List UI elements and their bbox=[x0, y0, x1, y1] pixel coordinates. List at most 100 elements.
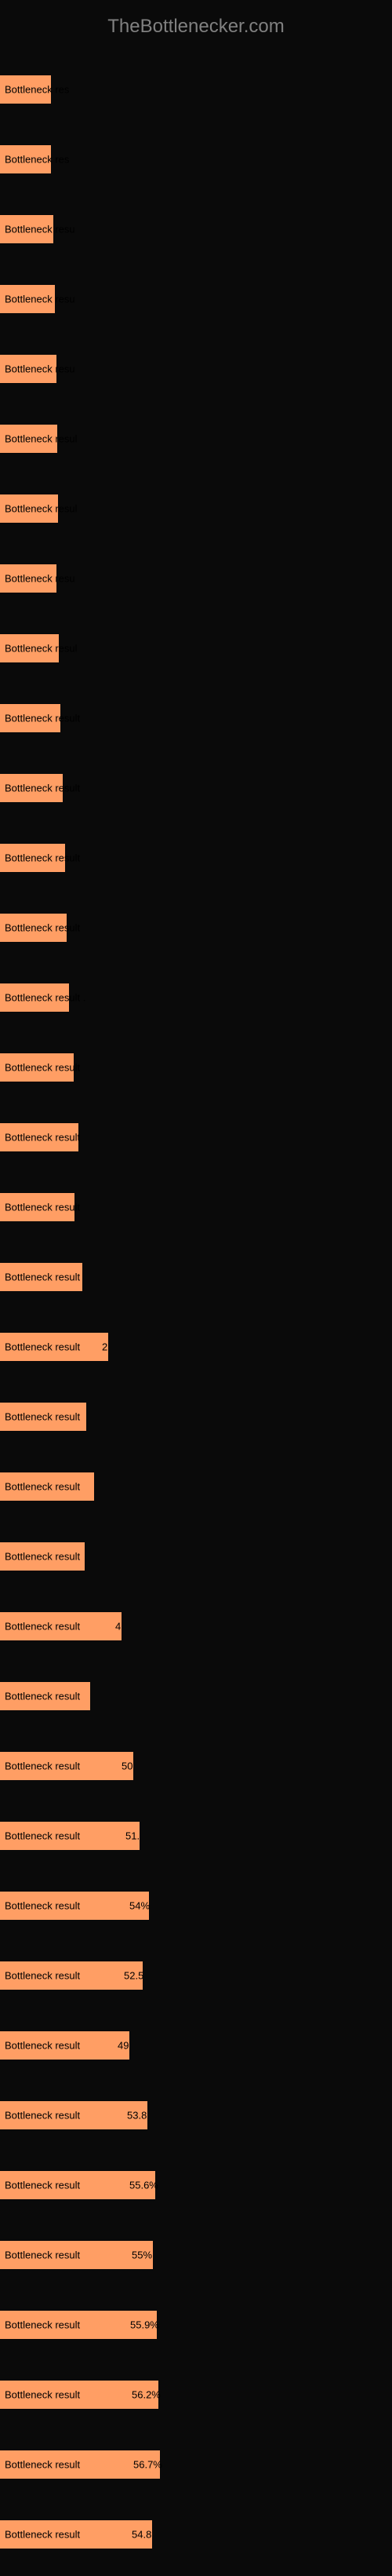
bar-row: Bottleneck result 56.7% bbox=[0, 2428, 392, 2497]
bar-row: Bottleneck resu bbox=[0, 193, 392, 261]
bar-row: Bottleneck resu bbox=[0, 333, 392, 401]
bottleneck-bar: Bottleneck result 51. bbox=[0, 1822, 140, 1850]
bar-label: Bottleneck result bbox=[5, 1761, 80, 1772]
bottleneck-bar: Bottleneck result 55.6% bbox=[0, 2171, 155, 2199]
percent-label: 49 bbox=[118, 2040, 129, 2052]
bar-row: Bottleneck result54.8 bbox=[0, 2498, 392, 2567]
bar-row: Bottleneck resul bbox=[0, 473, 392, 541]
bar-label: Bottleneck result bbox=[5, 1132, 80, 1144]
bar-label: Bottleneck result bbox=[5, 1481, 80, 1493]
percent-label: 55.6% bbox=[129, 2180, 158, 2191]
bar-label: Bottleneck result bbox=[5, 2180, 80, 2191]
bottleneck-bar: Bottleneck res bbox=[0, 145, 51, 173]
bottleneck-bar: Bottleneck result4 bbox=[0, 1612, 122, 1640]
bar-row: Bottleneck result4 bbox=[0, 1590, 392, 1658]
bottleneck-bar: Bottleneck result bbox=[0, 1542, 85, 1571]
bottleneck-bar: Bottleneck resu bbox=[0, 285, 55, 313]
bar-row: Bottleneck result bbox=[0, 1171, 392, 1239]
bar-label: Bottleneck result bbox=[5, 2040, 80, 2052]
bar-row: Bottleneck result bbox=[0, 1450, 392, 1519]
bottleneck-bar: Bottleneck result 56.7% bbox=[0, 2450, 160, 2479]
percent-label: 52.5 bbox=[124, 1970, 143, 1982]
bottleneck-bar: Bottleneck resul bbox=[0, 494, 58, 523]
bar-label: Bottleneck resu bbox=[5, 294, 75, 305]
bottleneck-bar: Bottleneck result bbox=[0, 774, 63, 802]
bar-row: Bottleneck result 51. bbox=[0, 1800, 392, 1868]
bar-label: Bottleneck res bbox=[5, 154, 69, 166]
bottleneck-bar: Bottleneck result 54% bbox=[0, 1892, 149, 1920]
bar-label: Bottleneck result bbox=[5, 1691, 80, 1702]
percent-label: 50 bbox=[122, 1761, 132, 1772]
bar-label: Bottleneck resul bbox=[5, 433, 78, 445]
bar-label: Bottleneck result bbox=[5, 2110, 80, 2122]
bottleneck-bar: Bottleneck result 50 bbox=[0, 1752, 133, 1780]
bar-row: Bottleneck result bbox=[0, 1031, 392, 1100]
bottleneck-bar: Bottleneck result bbox=[0, 1263, 82, 1291]
percent-label: 56.7% bbox=[133, 2459, 162, 2471]
bar-label: Bottleneck res bbox=[5, 84, 69, 96]
site-title: TheBottlenecker.com bbox=[107, 16, 284, 37]
bar-label: Bottleneck resu bbox=[5, 363, 75, 375]
bar-label: Bottleneck resu bbox=[5, 573, 75, 585]
bar-label: Bottleneck result bbox=[5, 1621, 80, 1633]
bar-label: Bottleneck result bbox=[5, 2389, 80, 2401]
bar-label: Bottleneck result bbox=[5, 922, 80, 934]
bottleneck-bar: Bottleneck result55% bbox=[0, 2241, 153, 2269]
bottleneck-bar: Bottleneck result54.8 bbox=[0, 2520, 152, 2549]
bar-row: Bottleneck res bbox=[0, 53, 392, 122]
bar-row: Bottleneck resu bbox=[0, 263, 392, 331]
percent-label: 53.8 bbox=[127, 2110, 147, 2122]
bar-label: Bottleneck resul bbox=[5, 503, 78, 515]
bottleneck-bar: Bottleneck result bbox=[0, 844, 65, 872]
bar-row: Bottleneck result bbox=[0, 1660, 392, 1728]
bottleneck-bar: Bottleneck result 56.2% bbox=[0, 2381, 158, 2409]
bar-row: Bottleneck result 55.6% bbox=[0, 2149, 392, 2217]
bar-row: Bottleneck result 52.5 bbox=[0, 1939, 392, 2008]
bar-label: Bottleneck result bbox=[5, 2249, 80, 2261]
bar-label: Bottleneck result bbox=[5, 1830, 80, 1842]
bottleneck-bar: Bottleneck result bbox=[0, 1123, 78, 1151]
percent-label: 56.2% bbox=[132, 2389, 161, 2401]
bar-label: Bottleneck result bbox=[5, 1900, 80, 1912]
bar-row: Bottleneck result bbox=[0, 752, 392, 820]
percent-label: 54% bbox=[129, 1900, 150, 1912]
bar-row: Bottleneck result bbox=[0, 822, 392, 890]
bar-row: Bottleneck result bbox=[0, 1520, 392, 1589]
bottleneck-bar: Bottleneck result 52.5 bbox=[0, 1961, 143, 1990]
bar-label: Bottleneck result bbox=[5, 2529, 80, 2541]
bottleneck-bar: Bottleneck result55.9% bbox=[0, 2311, 157, 2339]
bar-label: Bottleneck result bbox=[5, 1341, 80, 1353]
bottleneck-bar: Bottleneck result2 bbox=[0, 1333, 108, 1361]
bar-row: Bottleneck result bbox=[0, 892, 392, 960]
bottleneck-bar: Bottleneck resul bbox=[0, 634, 59, 662]
bar-row: Bottleneck result 49 bbox=[0, 2009, 392, 2078]
bar-label: Bottleneck result bbox=[5, 2459, 80, 2471]
bottleneck-bar: Bottleneck result bbox=[0, 914, 67, 942]
bottleneck-bar: Bottleneck result 49 bbox=[0, 2031, 129, 2060]
bar-label: Bottleneck result bbox=[5, 1062, 80, 1074]
bar-label: Bottleneck result bbox=[5, 852, 80, 864]
bar-label: Bottleneck result bbox=[5, 1202, 80, 1213]
bottleneck-bar: Bottleneck resu bbox=[0, 215, 53, 243]
bar-row: Bottleneck resu bbox=[0, 542, 392, 611]
bar-label: Bottleneck result . bbox=[5, 992, 85, 1004]
bar-label: Bottleneck result bbox=[5, 1411, 80, 1423]
bar-row: Bottleneck result bbox=[0, 682, 392, 750]
bar-row: Bottleneck result . bbox=[0, 961, 392, 1030]
bar-label: Bottleneck result bbox=[5, 1551, 80, 1563]
bottleneck-bar: Bottleneck result . bbox=[0, 983, 69, 1012]
bar-row: Bottleneck result 54% bbox=[0, 1870, 392, 1938]
percent-label: 55.9% bbox=[130, 2319, 159, 2331]
bottleneck-bar: Bottleneck result bbox=[0, 1472, 94, 1501]
bar-label: Bottleneck result bbox=[5, 713, 80, 724]
bottleneck-bar: Bottleneck result bbox=[0, 1193, 74, 1221]
bar-row: Bottleneck result 53.8 bbox=[0, 2079, 392, 2147]
bar-label: Bottleneck result bbox=[5, 1970, 80, 1982]
bottleneck-bar: Bottleneck resul bbox=[0, 425, 57, 453]
bar-label: Bottleneck result bbox=[5, 1272, 80, 1283]
bar-row: Bottleneck result bbox=[0, 1381, 392, 1449]
bar-label: Bottleneck resu bbox=[5, 224, 75, 235]
bar-row: Bottleneck result 56.2% bbox=[0, 2359, 392, 2427]
bar-row: Bottleneck result bbox=[0, 1241, 392, 1309]
percent-label: 51. bbox=[125, 1830, 140, 1842]
